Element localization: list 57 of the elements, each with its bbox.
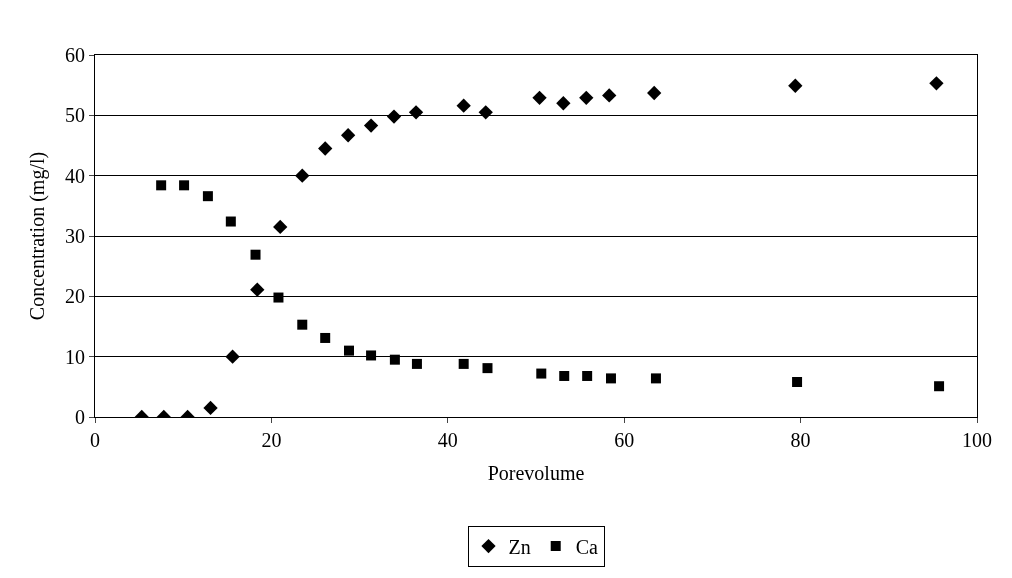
point <box>225 349 240 364</box>
x-tick-label: 20 <box>261 429 282 451</box>
point <box>363 118 379 133</box>
legend-label: Zn <box>508 535 531 558</box>
y-tick-label: 0 <box>75 406 85 428</box>
point <box>532 90 547 105</box>
point <box>179 180 190 191</box>
point <box>579 90 594 105</box>
y-tick-label: 50 <box>65 104 85 127</box>
point <box>366 350 377 361</box>
point <box>297 319 308 330</box>
point <box>386 109 402 124</box>
point <box>605 373 616 384</box>
y-tick-label: 20 <box>65 285 85 308</box>
point <box>320 332 331 343</box>
point <box>559 370 570 381</box>
point <box>929 76 944 91</box>
y-tick-label: 60 <box>65 44 85 66</box>
point <box>458 358 469 369</box>
point <box>203 400 218 416</box>
x-axis-title: Porevolume <box>487 461 585 484</box>
point <box>273 292 284 303</box>
point <box>602 88 617 103</box>
point <box>456 98 471 113</box>
y-tick-label: 40 <box>65 164 85 187</box>
point <box>536 368 547 379</box>
x-tick-label: 100 <box>962 429 992 451</box>
y-tick-label: 10 <box>65 345 85 368</box>
point <box>202 191 213 202</box>
point <box>250 249 261 260</box>
point <box>318 141 333 156</box>
point <box>582 370 593 381</box>
x-tick-label: 0 <box>90 429 100 451</box>
point <box>411 358 422 369</box>
point <box>344 345 355 356</box>
point <box>340 128 356 143</box>
x-tick-label: 60 <box>614 429 635 451</box>
point <box>225 216 236 227</box>
y-tick-label: 30 <box>65 225 85 247</box>
point <box>788 78 803 93</box>
point <box>482 363 493 374</box>
point <box>295 168 310 183</box>
point <box>647 85 662 101</box>
point <box>650 373 661 384</box>
x-tick-label: 40 <box>437 429 458 451</box>
point <box>556 96 571 111</box>
point <box>250 282 265 297</box>
point <box>792 377 803 388</box>
point <box>408 105 424 120</box>
point <box>389 354 400 365</box>
legend-label: Ca <box>575 535 599 558</box>
point <box>273 219 288 235</box>
point <box>478 105 493 120</box>
y-axis-title: Concentration (mg/l) <box>25 151 49 321</box>
point <box>934 381 945 392</box>
x-tick-label: 80 <box>790 429 811 451</box>
point <box>156 180 167 191</box>
